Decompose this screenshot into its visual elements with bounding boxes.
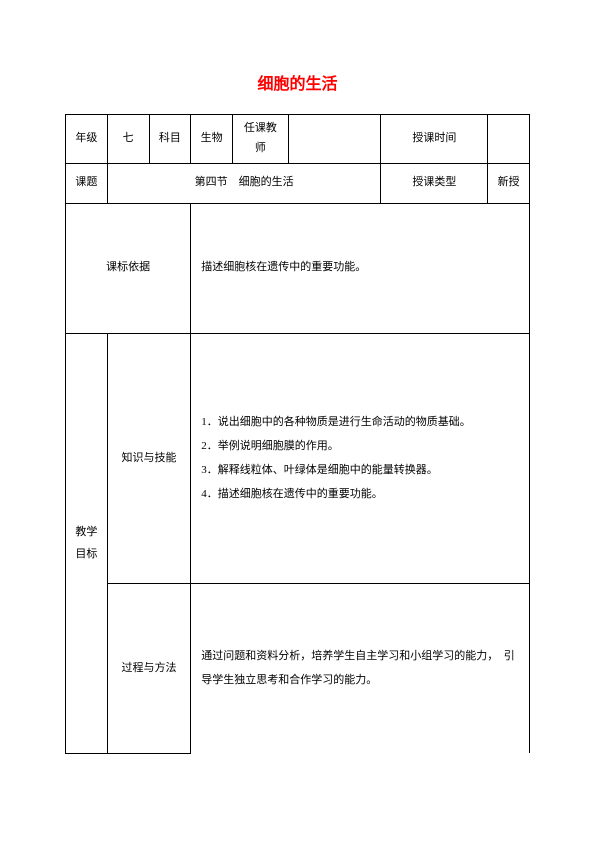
knowledge-item: 4．描述细胞核在遗传中的重要功能。 [201, 482, 523, 506]
subject-value: 生物 [191, 115, 233, 164]
standard-row: 课标依据 描述细胞核在遗传中的重要功能。 [66, 203, 530, 333]
objectives-label: 教学目标 [66, 333, 108, 753]
page-title: 细胞的生活 [65, 70, 530, 94]
header-row: 年级 七 科目 生物 任课教师 授课时间 [66, 115, 530, 164]
process-content: 通过问题和资料分析，培养学生自主学习和小组学习的能力， 引导学生独立思考和合作学… [191, 583, 530, 753]
lesson-plan-table: 年级 七 科目 生物 任课教师 授课时间 课题 第四节 细胞的生活 授课类型 新… [65, 114, 530, 754]
topic-row: 课题 第四节 细胞的生活 授课类型 新授 [66, 163, 530, 203]
knowledge-label: 知识与技能 [107, 333, 191, 583]
process-label-text: 过程与方法 [114, 657, 185, 679]
grade-value: 七 [107, 115, 149, 164]
time-value [488, 115, 530, 164]
type-value: 新授 [488, 163, 530, 203]
knowledge-row: 教学目标 知识与技能 1．说出细胞中的各种物质是进行生命活动的物质基础。2．举例… [66, 333, 530, 583]
knowledge-label-text: 知识与技能 [114, 447, 185, 469]
topic-label: 课题 [66, 163, 108, 203]
objectives-label-text: 教学目标 [72, 521, 101, 565]
subject-label: 科目 [149, 115, 191, 164]
teacher-value [288, 115, 381, 164]
teacher-label: 任课教师 [233, 115, 289, 164]
standard-content: 描述细胞核在遗传中的重要功能。 [191, 203, 530, 333]
type-label: 授课类型 [381, 163, 488, 203]
knowledge-item: 3．解释线粒体、叶绿体是细胞中的能量转换器。 [201, 458, 523, 482]
topic-value: 第四节 细胞的生活 [107, 163, 381, 203]
process-label: 过程与方法 [107, 583, 191, 753]
knowledge-content: 1．说出细胞中的各种物质是进行生命活动的物质基础。2．举例说明细胞膜的作用。3．… [191, 333, 530, 583]
time-label: 授课时间 [381, 115, 488, 164]
process-row: 过程与方法 通过问题和资料分析，培养学生自主学习和小组学习的能力， 引导学生独立… [66, 583, 530, 753]
knowledge-item: 2．举例说明细胞膜的作用。 [201, 434, 523, 458]
standard-label: 课标依据 [66, 203, 191, 333]
grade-label: 年级 [66, 115, 108, 164]
knowledge-item: 1．说出细胞中的各种物质是进行生命活动的物质基础。 [201, 410, 523, 434]
